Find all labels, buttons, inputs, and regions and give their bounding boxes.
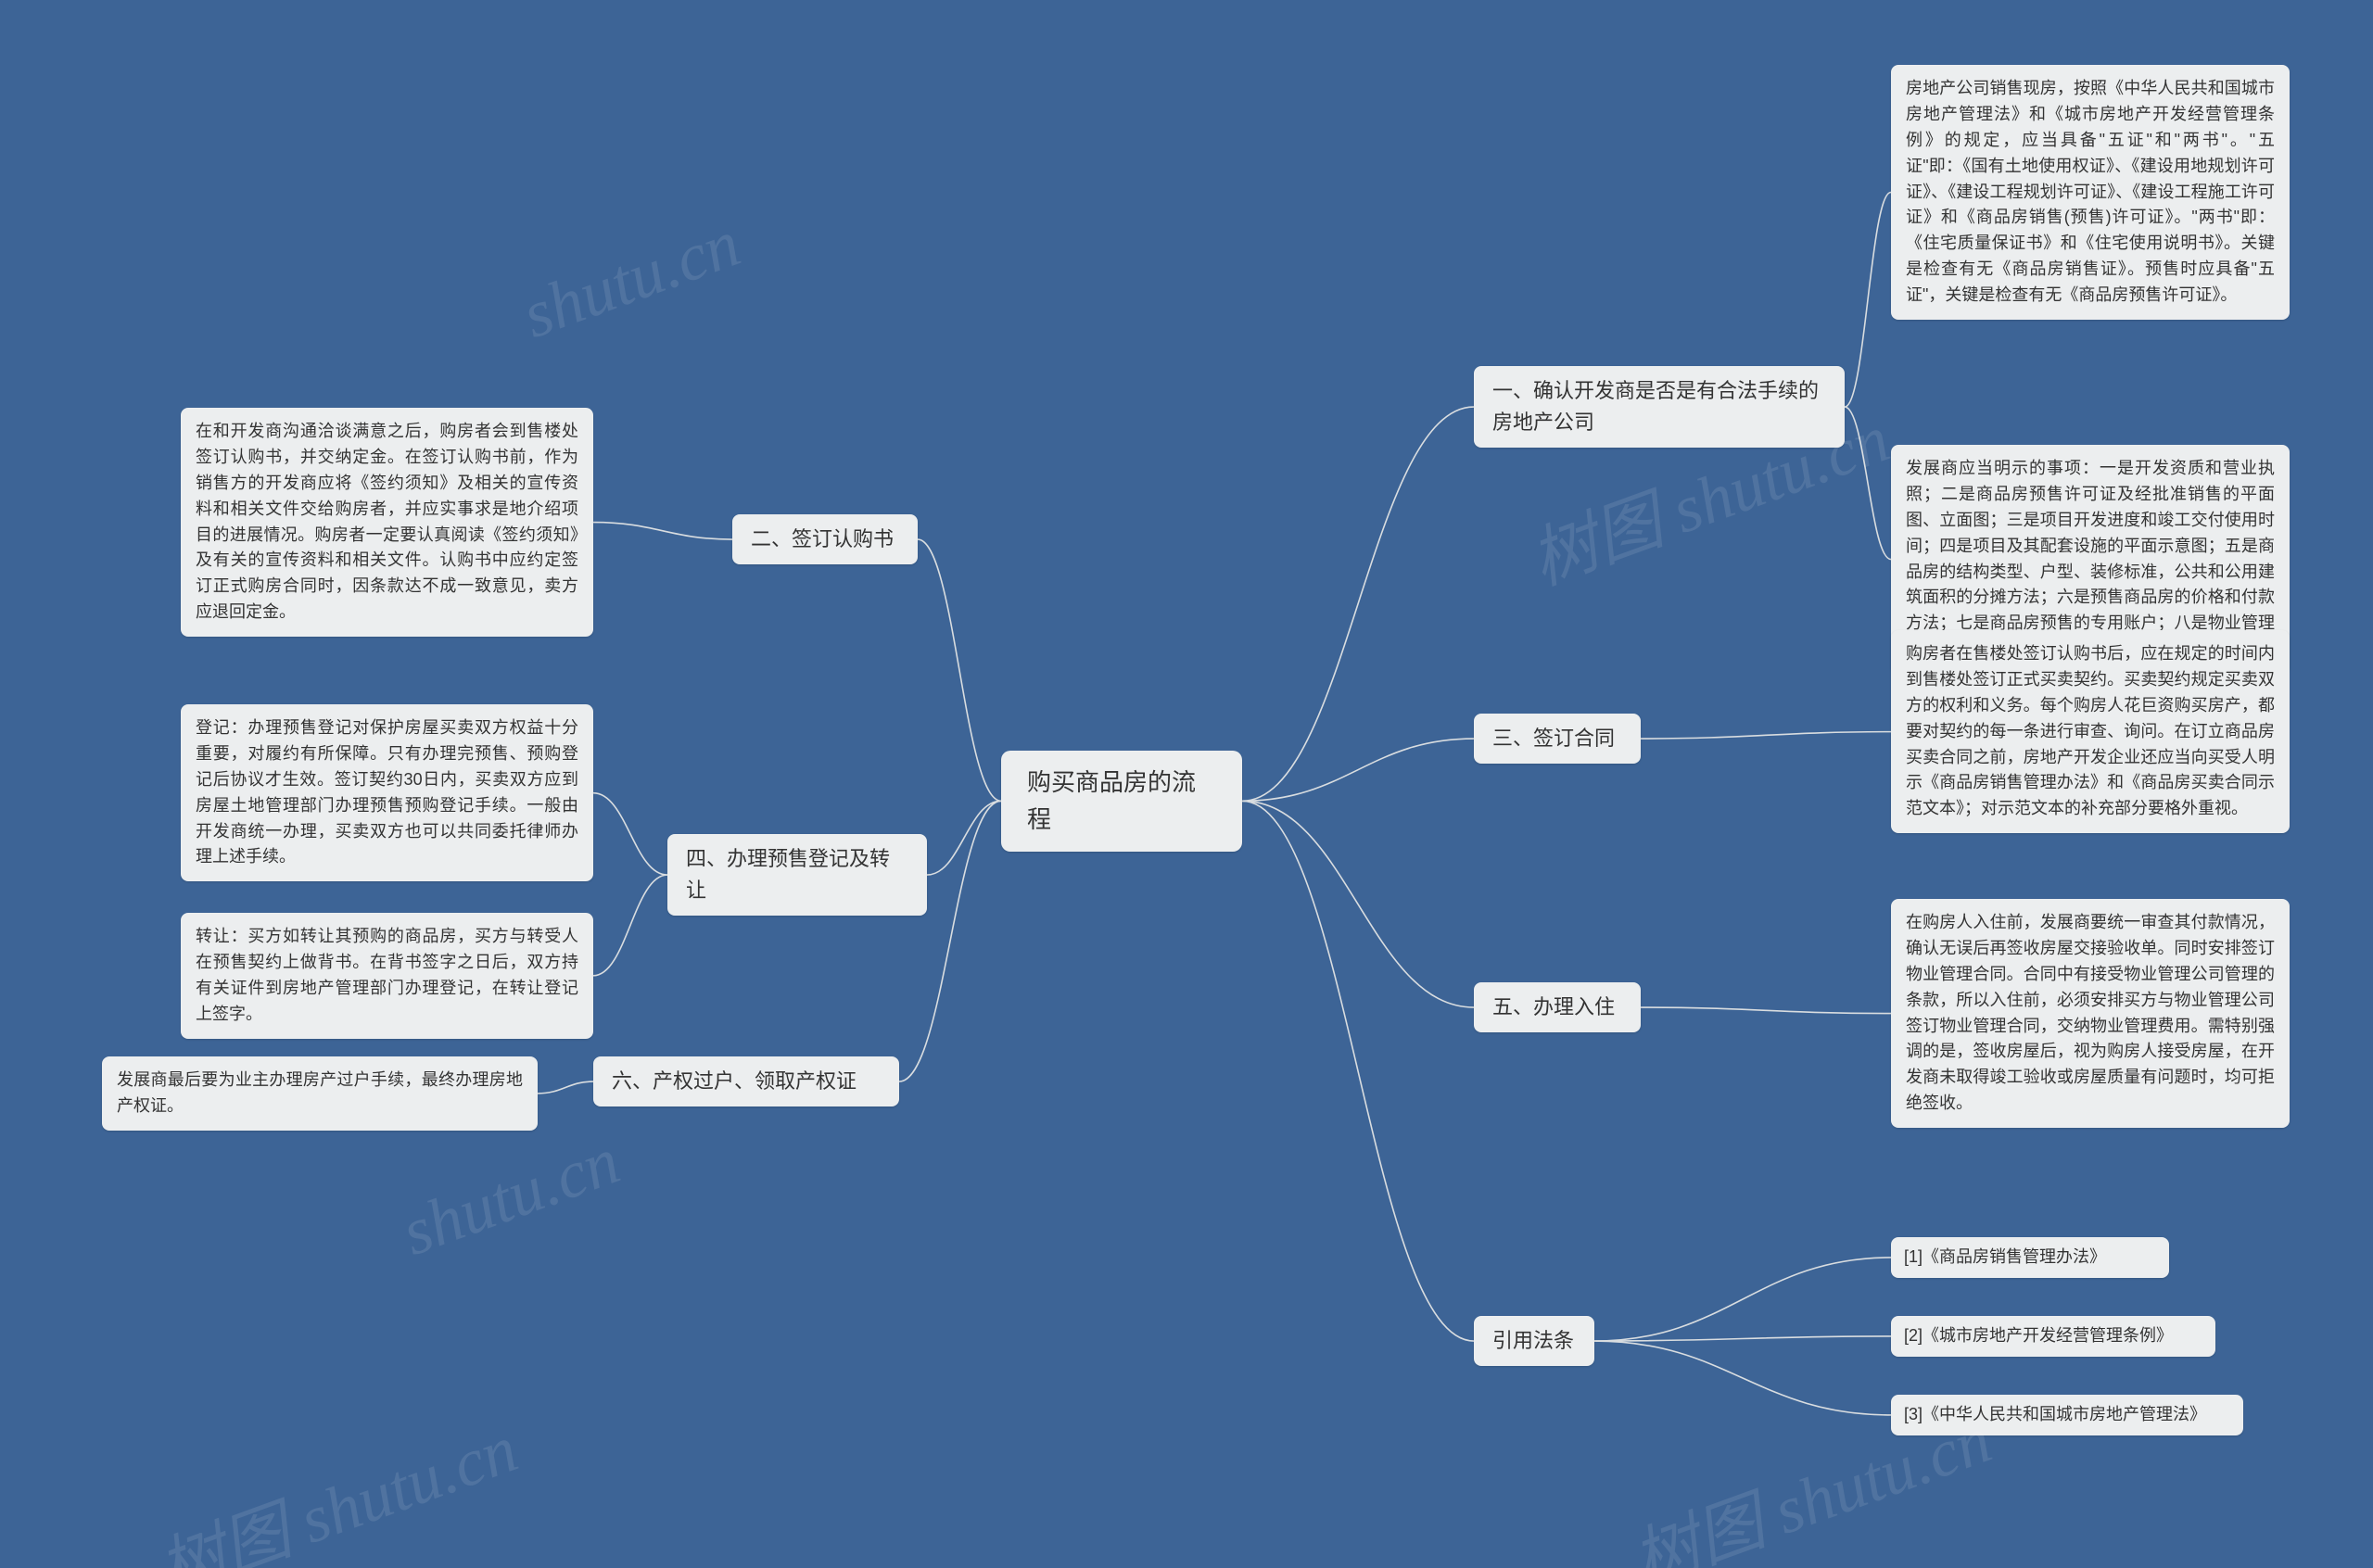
detail-4a-registration[interactable]: 登记：办理预售登记对保护房屋买卖双方权益十分重要，对履约有所保障。只有办理完预售… [181, 704, 593, 881]
detail-2-subscription[interactable]: 在和开发商沟通洽谈满意之后，购房者会到售楼处签订认购书，并交纳定金。在签订认购书… [181, 408, 593, 637]
watermark: shutu.cn [513, 205, 750, 354]
citation-2[interactable]: [2]《城市房地产开发经营管理条例》 [1891, 1316, 2215, 1357]
branch-4-presale-registration[interactable]: 四、办理预售登记及转让 [667, 834, 927, 916]
detail-5-move-in[interactable]: 在购房人入住前，发展商要统一审查其付款情况，确认无误后再签收房屋交接验收单。同时… [1891, 899, 2290, 1128]
detail-4b-transfer[interactable]: 转让：买方如转让其预购的商品房，买方与转受人在预售契约上做背书。在背书签字之日后… [181, 913, 593, 1039]
branch-5-move-in[interactable]: 五、办理入住 [1474, 982, 1641, 1032]
detail-6-title-deed[interactable]: 发展商最后要为业主办理房产过户手续，最终办理房地产权证。 [102, 1056, 538, 1131]
detail-1a-five-certificates[interactable]: 房地产公司销售现房，按照《中华人民共和国城市房地产管理法》和《城市房地产开发经营… [1891, 65, 2290, 320]
mindmap-root[interactable]: 购买商品房的流程 [1001, 751, 1242, 852]
branch-1-verify-developer[interactable]: 一、确认开发商是否是有合法手续的房地产公司 [1474, 366, 1845, 448]
branch-6-title-transfer[interactable]: 六、产权过户、领取产权证 [593, 1056, 899, 1106]
watermark: 树图 shutu.cn [143, 1394, 528, 1568]
citation-1[interactable]: [1]《商品房销售管理办法》 [1891, 1237, 2169, 1278]
branch-7-cited-laws[interactable]: 引用法条 [1474, 1316, 1594, 1366]
detail-3-contract[interactable]: 购房者在售楼处签订认购书后，应在规定的时间内到售楼处签订正式买卖契约。买卖契约规… [1891, 630, 2290, 833]
watermark: shutu.cn [392, 1122, 629, 1271]
branch-2-subscription-letter[interactable]: 二、签订认购书 [732, 514, 918, 564]
citation-3[interactable]: [3]《中华人民共和国城市房地产管理法》 [1891, 1395, 2243, 1435]
branch-3-sign-contract[interactable]: 三、签订合同 [1474, 714, 1641, 764]
